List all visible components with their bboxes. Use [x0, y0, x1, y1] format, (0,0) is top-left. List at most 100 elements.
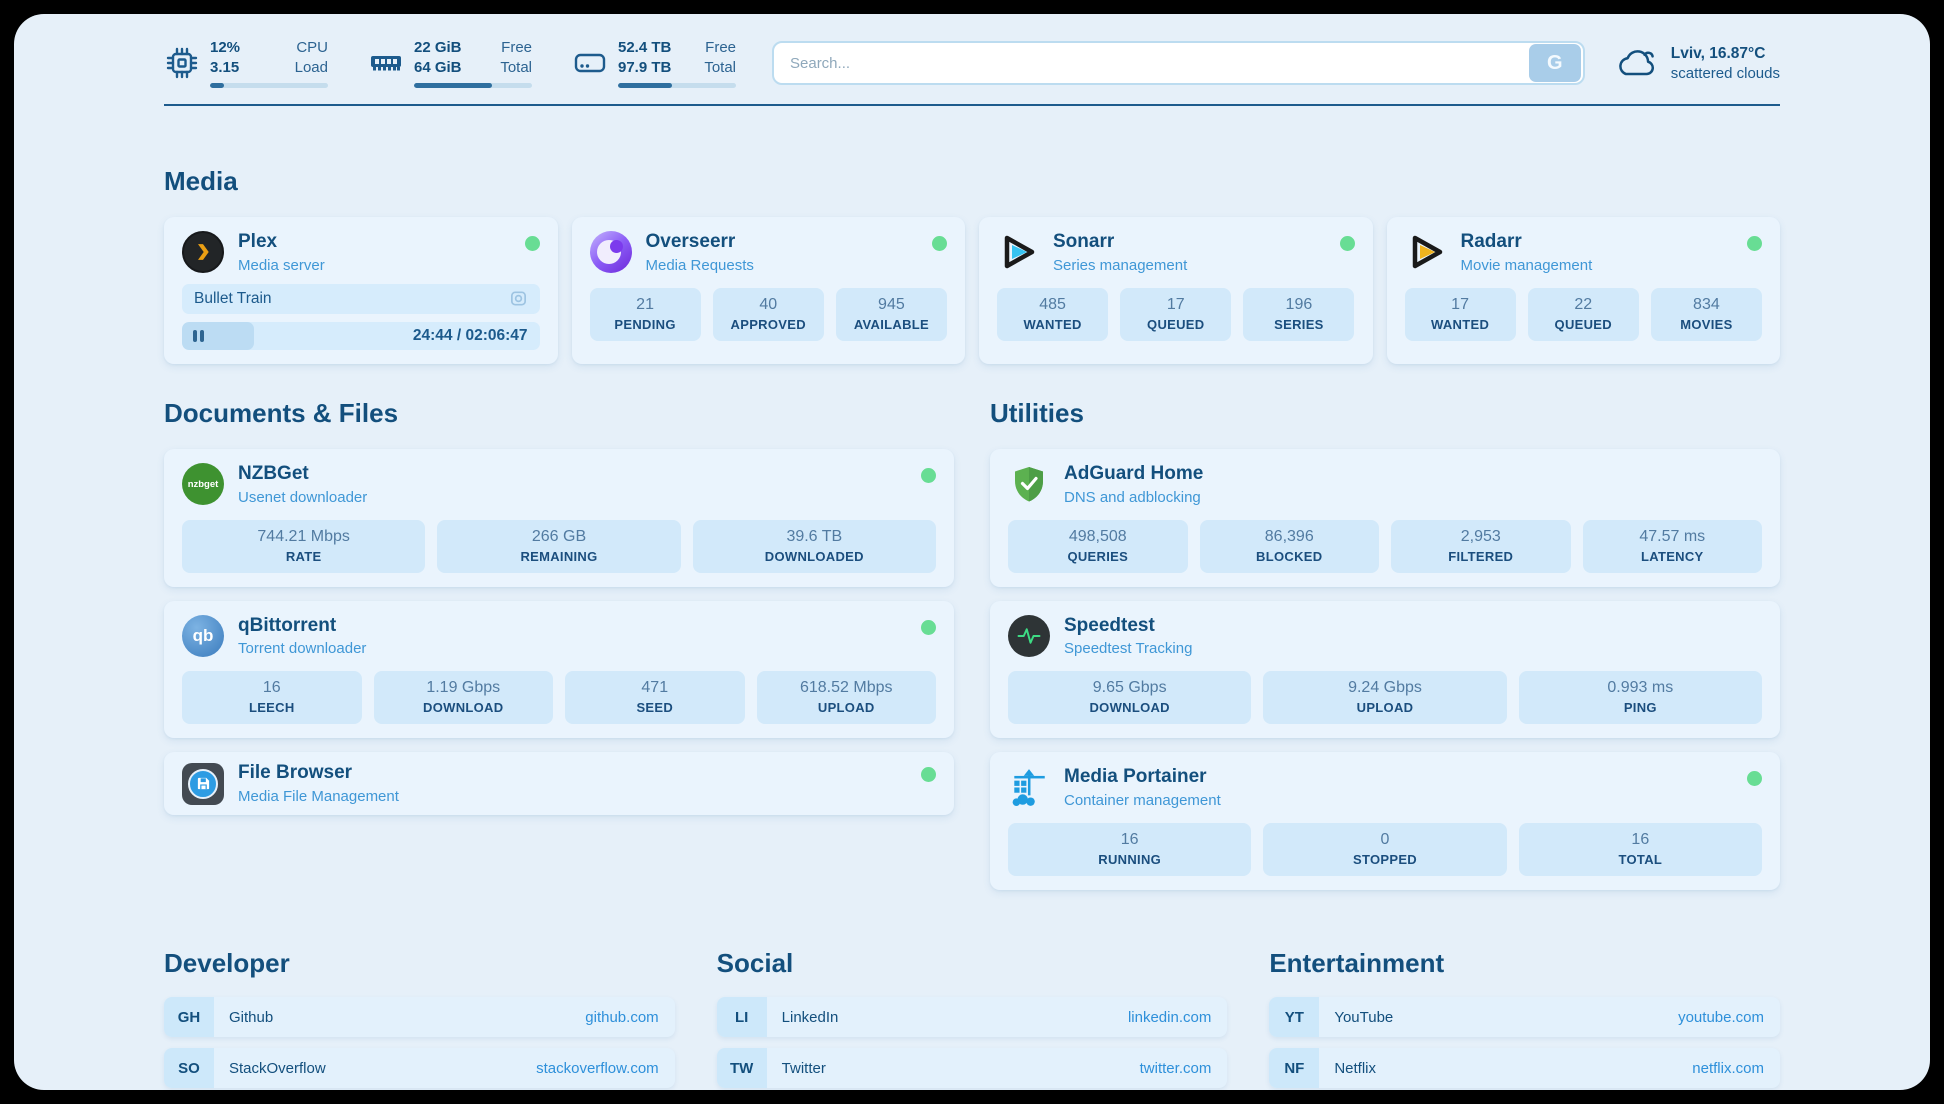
- app-name: Media Portainer: [1064, 766, 1207, 788]
- app-name: NZBGet: [238, 462, 309, 484]
- portainer-icon: [1008, 767, 1050, 809]
- bookmark-abbr: TW: [716, 1048, 767, 1089]
- status-dot: [921, 767, 936, 783]
- playback-time: 24:44 / 02:06:47: [412, 326, 528, 344]
- disk-label-1: Free: [705, 39, 736, 56]
- stat-tile: 945 AVAILABLE: [835, 287, 947, 341]
- bookmark-youtube[interactable]: YT YouTube youtube.com: [1269, 997, 1780, 1038]
- status-dot: [921, 619, 936, 635]
- bookmark-stackoverflow[interactable]: SO StackOverflow stackoverflow.com: [164, 1048, 675, 1089]
- bookmark-abbr: GH: [164, 997, 214, 1038]
- sonarr-icon: [997, 231, 1039, 273]
- ram-progress-bar: [414, 83, 532, 88]
- cpu-usage: 12%: [210, 39, 241, 56]
- stat-tile: 21 PENDING: [589, 287, 701, 341]
- ram-icon: [371, 56, 401, 71]
- app-subtitle: Media server: [238, 256, 325, 274]
- search-bar: G: [772, 41, 1585, 85]
- stat-tile: 9.24 Gbps UPLOAD: [1263, 671, 1507, 725]
- system-stats: 12% CPU 3.15 Load 22 GiB Free 64 GiB Total: [164, 38, 736, 88]
- search-engine-button[interactable]: G: [1528, 44, 1581, 82]
- section-title-documents: Documents & Files: [164, 397, 399, 428]
- filebrowser-icon: [182, 762, 224, 805]
- cloud-icon: [1618, 50, 1654, 76]
- stat-tile: 0 STOPPED: [1263, 823, 1507, 877]
- search-input[interactable]: [776, 54, 1529, 72]
- app-card-overseerr[interactable]: Overseerr Media Requests 21 PENDING 40 APP…: [571, 217, 965, 364]
- app-subtitle: DNS and adblocking: [1064, 488, 1201, 506]
- stat-tile: 2,953 FILTERED: [1391, 519, 1571, 573]
- screen-icon: [510, 291, 526, 306]
- bookmark-url: netflix.com: [1692, 1059, 1764, 1077]
- ram-free: 22 GiB: [414, 39, 462, 56]
- now-playing-title: Bullet Train: [194, 289, 272, 307]
- section-title-entertainment: Entertainment: [1269, 948, 1445, 979]
- bookmark-url: twitter.com: [1139, 1059, 1212, 1077]
- bookmark-abbr: SO: [164, 1048, 214, 1089]
- stat-tile: 0.993 ms PING: [1518, 671, 1762, 725]
- utilities-column: Utilities AdGuard Home DNS and adblockin…: [990, 364, 1780, 891]
- status-dot: [921, 467, 936, 483]
- stat-tile: 1.19 Gbps DOWNLOAD: [373, 671, 553, 725]
- bookmark-url: linkedin.com: [1127, 1008, 1212, 1026]
- stat-tile: 86,396 BLOCKED: [1199, 519, 1379, 573]
- app-card-plex[interactable]: Plex Media server Bullet Train 24:44 / 0…: [164, 217, 558, 364]
- bookmark-github[interactable]: GH Github github.com: [164, 997, 675, 1038]
- app-name: Sonarr: [1053, 231, 1115, 252]
- section-title-developer: Developer: [164, 948, 290, 979]
- app-card-radarr[interactable]: Radarr Movie management 17 WANTED 22 QUEUE…: [1386, 217, 1780, 364]
- app-subtitle: Usenet downloader: [238, 488, 368, 506]
- app-subtitle: Series management: [1053, 256, 1188, 274]
- status-dot: [1339, 236, 1355, 251]
- app-card-adguard[interactable]: AdGuard Home DNS and adblocking 498,508 Q…: [990, 448, 1780, 587]
- app-subtitle: Movie management: [1460, 256, 1593, 274]
- bookmark-name: StackOverflow: [229, 1059, 326, 1077]
- disk-free: 52.4 TB: [618, 39, 672, 56]
- stat-tile: 39.6 TB DOWNLOADED: [692, 519, 936, 573]
- app-name: Overseerr: [645, 231, 736, 252]
- radarr-icon: [1405, 231, 1447, 273]
- bookmark-twitter[interactable]: TW Twitter twitter.com: [716, 1048, 1228, 1089]
- stat-tile: 9.65 Gbps DOWNLOAD: [1008, 671, 1252, 725]
- bookmark-abbr: NF: [1269, 1048, 1320, 1089]
- app-card-sonarr[interactable]: Sonarr Series management 485 WANTED 17 QUE…: [979, 217, 1373, 364]
- bookmark-netflix[interactable]: NF Netflix netflix.com: [1269, 1048, 1780, 1089]
- app-name: qBittorrent: [238, 614, 337, 636]
- app-card-speedtest[interactable]: Speedtest Speedtest Tracking 9.65 Gbps DO…: [990, 600, 1780, 739]
- stat-tile: 47.57 ms LATENCY: [1582, 519, 1762, 573]
- app-name: Radarr: [1460, 231, 1522, 252]
- app-name: AdGuard Home: [1064, 462, 1204, 484]
- app-subtitle: Torrent downloader: [238, 640, 367, 658]
- status-dot: [1747, 771, 1762, 787]
- stat-tile: 744.21 Mbps RATE: [182, 519, 426, 573]
- documents-column: Documents & Files nzbget NZBGet Usenet d…: [164, 364, 954, 890]
- bookmark-name: LinkedIn: [781, 1008, 839, 1026]
- bookmark-group-entertainment: Entertainment YT YouTube youtube.com NF …: [1269, 890, 1780, 1090]
- ram-label-1: Free: [501, 39, 532, 56]
- status-dot: [524, 236, 540, 251]
- stat-tile: 40 APPROVED: [712, 287, 824, 341]
- app-name: File Browser: [238, 762, 353, 784]
- bookmark-linkedin[interactable]: LI LinkedIn linkedin.com: [716, 997, 1228, 1038]
- app-subtitle: Container management: [1064, 792, 1221, 810]
- pause-icon: [193, 329, 204, 342]
- section-title-utilities: Utilities: [990, 397, 1084, 428]
- bookmark-group-social: Social LI LinkedIn linkedin.com TW Twitt…: [716, 890, 1228, 1090]
- app-card-portainer[interactable]: Media Portainer Container management 16 R…: [990, 752, 1780, 891]
- ram-total: 64 GiB: [414, 58, 462, 76]
- bookmark-abbr: LI: [716, 997, 767, 1038]
- app-name: Plex: [238, 231, 278, 252]
- stat-tile: 17 QUEUED: [1120, 287, 1232, 341]
- app-subtitle: Media Requests: [645, 256, 754, 274]
- app-card-nzbget[interactable]: nzbget NZBGet Usenet downloader 744.21 M…: [164, 448, 954, 587]
- app-card-filebrowser[interactable]: File Browser Media File Management: [164, 752, 954, 816]
- section-title-media: Media: [164, 166, 238, 196]
- top-bar: 12% CPU 3.15 Load 22 GiB Free 64 GiB Total: [164, 38, 1780, 88]
- weather-condition: scattered clouds: [1670, 64, 1780, 82]
- stat-tile: 196 SERIES: [1243, 287, 1355, 341]
- disk-stat: 52.4 TB Free 97.9 TB Total: [572, 38, 736, 88]
- disk-icon: [574, 53, 606, 73]
- cpu-progress-bar: [210, 83, 328, 88]
- playback-progress: 24:44 / 02:06:47: [182, 321, 540, 350]
- app-card-qbittorrent[interactable]: qb qBittorrent Torrent downloader 16 LEEC…: [164, 600, 954, 739]
